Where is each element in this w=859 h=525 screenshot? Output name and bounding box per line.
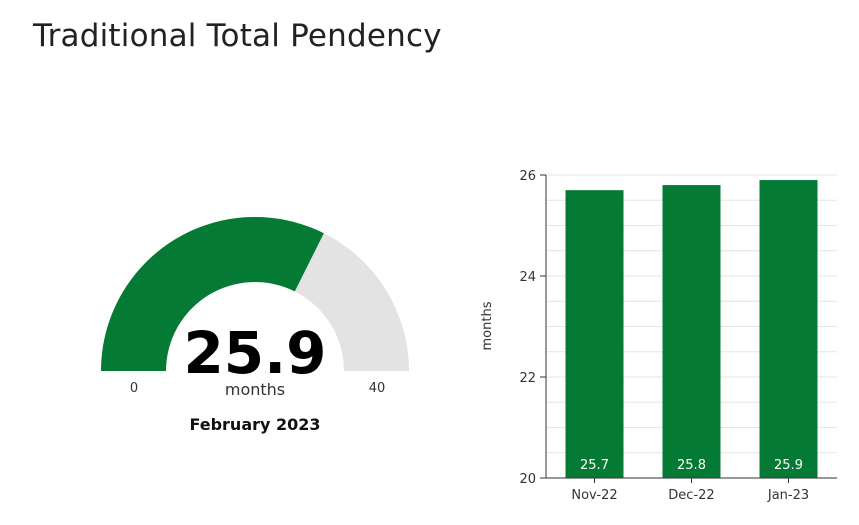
gauge-min-label: 0 — [130, 381, 138, 396]
data-labels: 25.7 25.8 25.9 — [580, 458, 803, 473]
gauge-value: 25.9 — [183, 319, 326, 387]
tick-labels: Nov-22 Dec-22 Jan-23 20 22 24 26 — [519, 169, 809, 503]
bar-jan-23 — [759, 180, 818, 479]
y-tick-label: 26 — [519, 169, 536, 184]
bar-dec-22 — [662, 185, 721, 478]
y-tick-label: 22 — [519, 371, 536, 386]
bar-value-label: 25.7 — [580, 458, 609, 473]
gauge-max-label: 40 — [369, 381, 386, 396]
bar-value-label: 25.8 — [677, 458, 706, 473]
gauge-fill — [101, 217, 324, 371]
gauge-unit: months — [225, 380, 285, 399]
x-tick-label: Jan-23 — [767, 488, 809, 503]
page-title: Traditional Total Pendency — [33, 18, 442, 54]
bar-value-label: 25.9 — [774, 458, 803, 473]
axes — [540, 174, 837, 483]
gauge-date-label: February 2023 — [189, 415, 320, 434]
bar-nov-22 — [565, 190, 624, 478]
x-tick-label: Nov-22 — [571, 488, 617, 503]
y-tick-label: 24 — [519, 270, 536, 285]
bars — [565, 180, 818, 479]
y-axis-title: months — [480, 301, 495, 350]
x-tick-label: Dec-22 — [668, 488, 714, 503]
y-tick-label: 20 — [519, 472, 536, 487]
